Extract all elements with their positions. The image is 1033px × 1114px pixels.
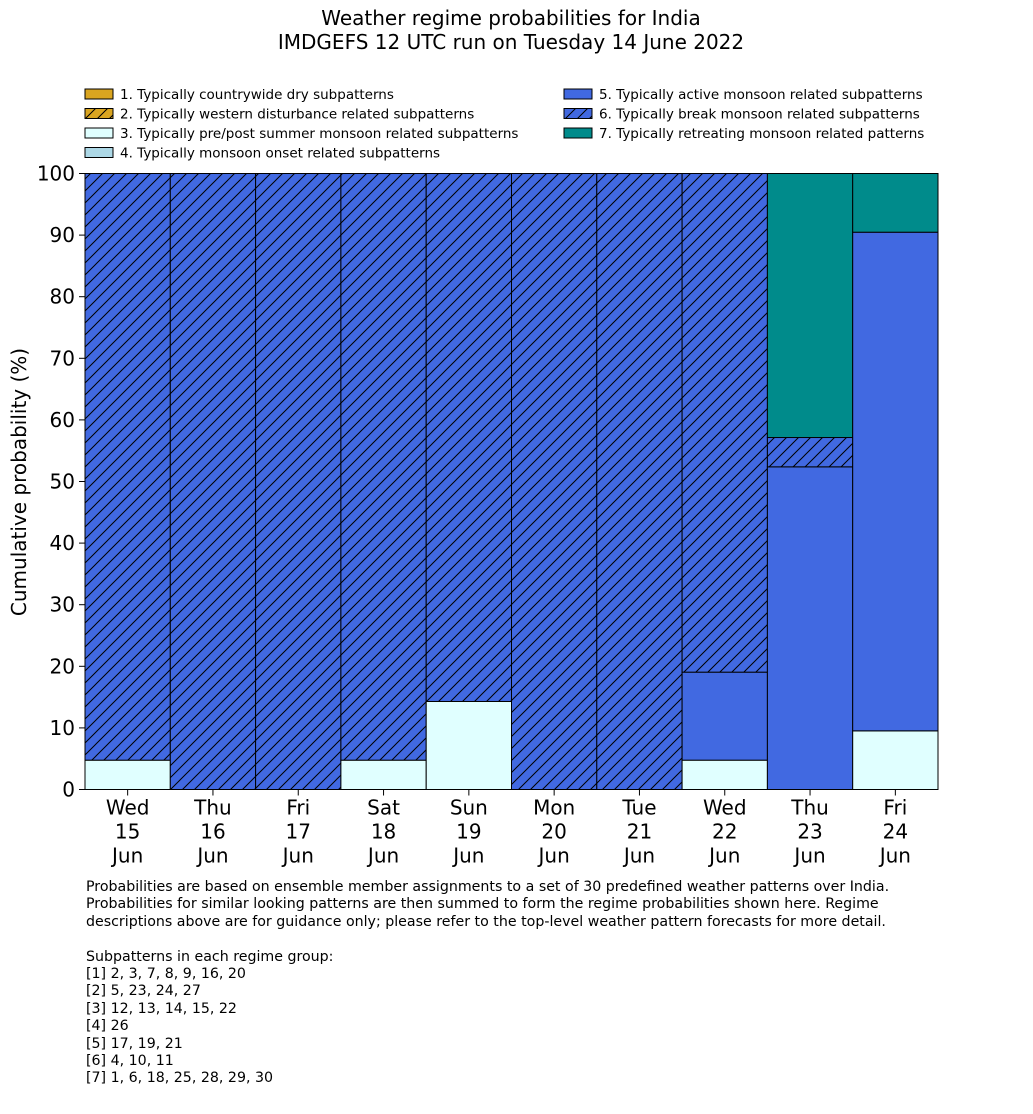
y-tick-label: 20	[50, 654, 75, 678]
bar-segment	[425, 700, 513, 790]
x-tick-label: Thu 23 Jun	[790, 796, 829, 868]
bar-segment	[340, 759, 427, 791]
bar-segment	[681, 759, 768, 791]
y-tick-label: 80	[50, 285, 75, 309]
legend-label: 3. Typically pre/post summer monsoon rel…	[120, 126, 518, 142]
legend-label: 1. Typically countrywide dry subpatterns	[120, 87, 394, 103]
bar-segment	[681, 671, 768, 761]
x-tick-label: Thu 16 Jun	[193, 796, 232, 868]
x-tick-label: Sat 18 Jun	[366, 796, 400, 868]
y-tick-label: 30	[50, 593, 75, 617]
y-tick-label: 40	[50, 531, 75, 555]
note-line: Probabilities for similar looking patter…	[86, 896, 879, 913]
legend-label: 4. Typically monsoon onset related subpa…	[120, 146, 440, 162]
legend-swatch	[563, 127, 593, 139]
group-line: [6] 4, 10, 11	[86, 1053, 174, 1070]
x-tick-label: Tue 21 Jun	[621, 796, 656, 868]
bar-segment	[766, 466, 854, 790]
legend-label: 6. Typically break monsoon related subpa…	[599, 107, 920, 123]
legend-swatch	[563, 88, 593, 100]
bar-segment-hatch	[426, 173, 512, 702]
chart-subtitle: IMDGEFS 12 UTC run on Tuesday 14 June 20…	[278, 30, 744, 54]
x-tick-label: Sun 19 Jun	[450, 796, 488, 868]
x-tick-label: Wed 15 Jun	[106, 796, 150, 868]
y-tick-label: 90	[50, 223, 75, 247]
bar-segment	[766, 173, 854, 439]
y-axis: 0 10 20 30 40 50 60 70 80 90 100	[37, 162, 85, 802]
bar-segment-hatch	[682, 173, 768, 673]
x-tick-label: Fri 24 Jun	[878, 796, 911, 868]
legend-label: 7. Typically retreating monsoon related …	[599, 126, 924, 142]
y-tick-label: 10	[50, 716, 75, 740]
legend-label: 2. Typically western disturbance related…	[120, 107, 474, 123]
bar-segment-hatch	[340, 173, 427, 761]
group-line: [5] 17, 19, 21	[86, 1035, 183, 1052]
bar-segment-hatch	[170, 173, 256, 790]
group-line: [7] 1, 6, 18, 25, 28, 29, 30	[86, 1070, 274, 1087]
group-line: [3] 12, 13, 14, 15, 22	[86, 1000, 237, 1017]
plot-frame	[84, 173, 939, 790]
legend-label: 5. Typically active monsoon related subp…	[599, 87, 923, 103]
x-tick-label: Fri 17 Jun	[281, 796, 314, 868]
y-tick-label: 0	[62, 778, 75, 802]
chart: Weather regime probabilities for India I…	[7, 6, 939, 868]
legend-swatch	[84, 147, 114, 158]
group-line: [1] 2, 3, 7, 8, 9, 16, 20	[86, 966, 246, 983]
y-tick-label: 50	[50, 470, 75, 494]
note-line: descriptions above are for guidance only…	[86, 913, 886, 930]
bar-segment-hatch	[511, 173, 597, 790]
bar-segment	[84, 759, 171, 791]
bar-segment-hatch	[255, 173, 341, 790]
group-line: [2] 5, 23, 24, 27	[86, 983, 201, 1000]
group-line: [4] 26	[86, 1018, 129, 1035]
y-tick-label: 100	[37, 162, 75, 186]
bar-segment	[852, 173, 939, 233]
y-tick-label: 70	[50, 346, 75, 370]
legend-swatch-hatch	[564, 108, 592, 119]
notes: Probabilities are based on ensemble memb…	[86, 879, 986, 1088]
legend: 1. Typically countrywide dry subpatterns…	[84, 87, 924, 162]
bar-segment-hatch	[85, 173, 171, 761]
x-tick-label: Mon 20 Jun	[533, 796, 575, 868]
bar-segment-hatch	[596, 173, 683, 790]
x-axis: Wed 15 Jun Thu 16 Jun Fri 17 Jun Sat 18 Jun Sun 19 Jun…	[106, 789, 911, 868]
y-tick-label: 60	[50, 408, 75, 432]
chart-title: Weather regime probabilities for India	[321, 6, 701, 30]
legend-swatch	[84, 127, 114, 139]
legend-swatch	[84, 88, 114, 100]
bars	[84, 173, 939, 791]
bar-segment	[852, 231, 939, 732]
x-tick-label: Wed 22 Jun	[703, 796, 747, 868]
bar-segment-hatch	[767, 437, 853, 467]
bar-segment	[852, 730, 939, 791]
y-axis-label: Cumulative probability (%)	[7, 348, 31, 616]
legend-swatch-hatch	[85, 108, 113, 119]
groups-heading: Subpatterns in each regime group:	[86, 948, 334, 965]
note-line: Probabilities are based on ensemble memb…	[86, 879, 890, 895]
